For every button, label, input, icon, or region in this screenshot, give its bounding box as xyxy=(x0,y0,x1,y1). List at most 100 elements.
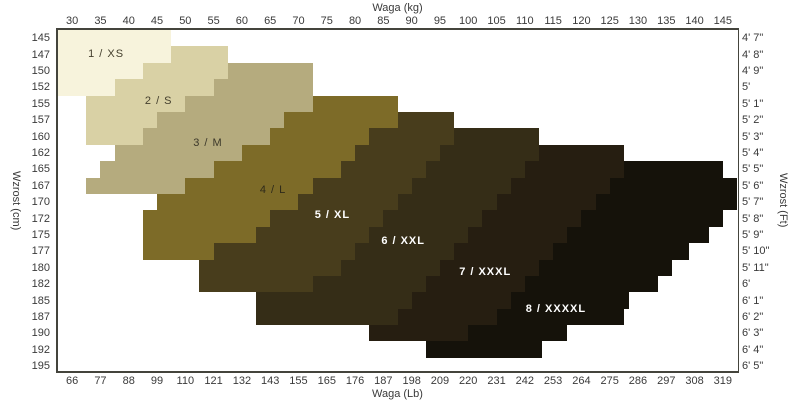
bottom-tick-lb: 187 xyxy=(374,375,393,387)
right-tick-ft: 6' 2" xyxy=(742,310,764,323)
top-tick-kg: 135 xyxy=(657,15,676,27)
right-tick-ft: 6' xyxy=(742,278,751,291)
size-band-row-5 xyxy=(341,161,426,178)
left-tick-cm: 152 xyxy=(31,81,50,94)
size-band-row-7 xyxy=(539,145,624,161)
size-band-row-6 xyxy=(398,194,497,210)
size-band-row-6 xyxy=(454,128,539,145)
size-band-row-5 xyxy=(214,243,355,260)
size-band-row-8 xyxy=(553,243,689,260)
left-tick-cm: 185 xyxy=(31,294,50,307)
bottom-tick-lb: 77 xyxy=(94,375,107,387)
top-tick-kg: 95 xyxy=(433,15,447,27)
bottom-tick-lb: 121 xyxy=(204,375,223,387)
size-band-row-7 xyxy=(468,227,567,243)
size-band-row-8 xyxy=(610,178,737,194)
size-band-row-7 xyxy=(440,260,539,276)
right-tick-ft: 5' 6" xyxy=(742,179,764,192)
bottom-tick-lb: 275 xyxy=(600,375,619,387)
size-band-row-5 xyxy=(199,260,341,276)
size-band-row-4 xyxy=(242,145,355,161)
bottom-tick-lb: 165 xyxy=(317,375,336,387)
bottom-tick-lb: 231 xyxy=(487,375,506,387)
size-band-row-4 xyxy=(313,96,398,112)
size-band-row-7 xyxy=(412,292,511,309)
left-tick-cm: 177 xyxy=(31,245,50,258)
left-tick-cm: 187 xyxy=(31,310,50,323)
top-tick-kg: 115 xyxy=(544,15,562,27)
bottom-tick-lb: 286 xyxy=(628,375,648,387)
top-tick-kg: 55 xyxy=(207,15,220,27)
left-tick-cm: 190 xyxy=(31,327,50,340)
top-tick-kg: 40 xyxy=(122,15,135,27)
left-tick-cm: 145 xyxy=(31,32,50,45)
right-tick-ft: 6' 5" xyxy=(742,360,764,373)
size-band-row-3 xyxy=(228,63,313,79)
right-tick-ft: 5' 7" xyxy=(742,196,764,209)
right-tick-ft: 4' 8" xyxy=(742,48,764,61)
plot-area: 1 / XS 2 / S 3 / M 4 / L 5 / XL 6 / XXL 7 / XX… xyxy=(56,28,739,373)
left-tick-cm: 160 xyxy=(31,130,50,143)
size-label-3: 3 / M xyxy=(193,137,223,150)
bottom-tick-lb: 198 xyxy=(402,375,421,387)
size-band-row-4 xyxy=(270,128,369,145)
right-tick-ft: 6' 4" xyxy=(742,343,764,356)
left-tick-cm: 150 xyxy=(31,64,50,77)
size-band-row-6 xyxy=(341,260,440,276)
size-band-row-3 xyxy=(115,145,242,161)
left-tick-cm: 165 xyxy=(31,163,50,176)
size-band-row-5 xyxy=(270,210,383,227)
size-band-row-6 xyxy=(369,227,468,243)
size-band-row-2 xyxy=(86,112,157,128)
size-band-row-2 xyxy=(143,63,228,79)
size-band-row-5 xyxy=(369,128,454,145)
left-tick-cm: 147 xyxy=(31,48,50,61)
size-label-6: 6 / XXL xyxy=(381,235,425,248)
size-band-row-6 xyxy=(412,178,511,194)
size-band-row-7 xyxy=(454,243,553,260)
bottom-tick-lb: 308 xyxy=(685,375,704,387)
bottom-tick-lb: 88 xyxy=(122,375,135,387)
size-band-row-4 xyxy=(143,227,256,243)
bottom-tick-lb: 264 xyxy=(572,375,591,387)
size-band-row-8 xyxy=(596,194,737,210)
size-band-row-7 xyxy=(511,178,610,194)
bottom-tick-lb: 220 xyxy=(459,375,478,387)
size-band-row-6 xyxy=(256,309,398,325)
left-tick-cm: 172 xyxy=(31,212,50,225)
size-band-row-5 xyxy=(199,276,313,292)
right-tick-ft: 6' 3" xyxy=(742,327,764,340)
size-band-row-1 xyxy=(58,30,171,46)
size-band-row-3 xyxy=(157,112,284,128)
size-band-row-1 xyxy=(58,46,171,63)
size-label-2: 2 / S xyxy=(144,95,173,108)
left-tick-cm: 182 xyxy=(31,278,50,291)
size-band-row-8 xyxy=(525,276,658,292)
bottom-tick-lb: 110 xyxy=(176,375,195,387)
size-band-row-6 xyxy=(426,161,525,178)
right-tick-ft: 5' 8" xyxy=(742,212,764,225)
size-band-row-8 xyxy=(539,260,672,276)
top-tick-kg: 120 xyxy=(572,15,591,27)
size-label-1: 1 / XS xyxy=(88,47,125,60)
size-band-row-5 xyxy=(355,145,440,161)
bottom-tick-lb: 99 xyxy=(150,375,164,387)
left-tick-cm: 155 xyxy=(31,97,50,110)
size-label-5: 5 / XL xyxy=(314,209,351,222)
left-tick-cm: 192 xyxy=(31,343,50,356)
size-band-row-7 xyxy=(525,161,624,178)
top-tick-kg: 145 xyxy=(713,15,733,27)
top-tick-kg: 140 xyxy=(685,15,704,27)
left-axis-title: Wzrost (cm) xyxy=(10,170,22,231)
top-tick-kg: 75 xyxy=(320,15,333,27)
size-band-row-5 xyxy=(398,112,454,128)
right-tick-ft: 5' 11" xyxy=(742,261,769,274)
top-tick-kg: 130 xyxy=(628,15,648,27)
top-tick-kg: 100 xyxy=(459,15,478,27)
bottom-tick-lb: 253 xyxy=(543,375,563,387)
right-tick-ft: 5' 3" xyxy=(742,130,764,143)
size-band-row-4 xyxy=(143,210,270,227)
size-band-row-7 xyxy=(497,194,596,210)
left-tick-cm: 167 xyxy=(31,179,50,192)
